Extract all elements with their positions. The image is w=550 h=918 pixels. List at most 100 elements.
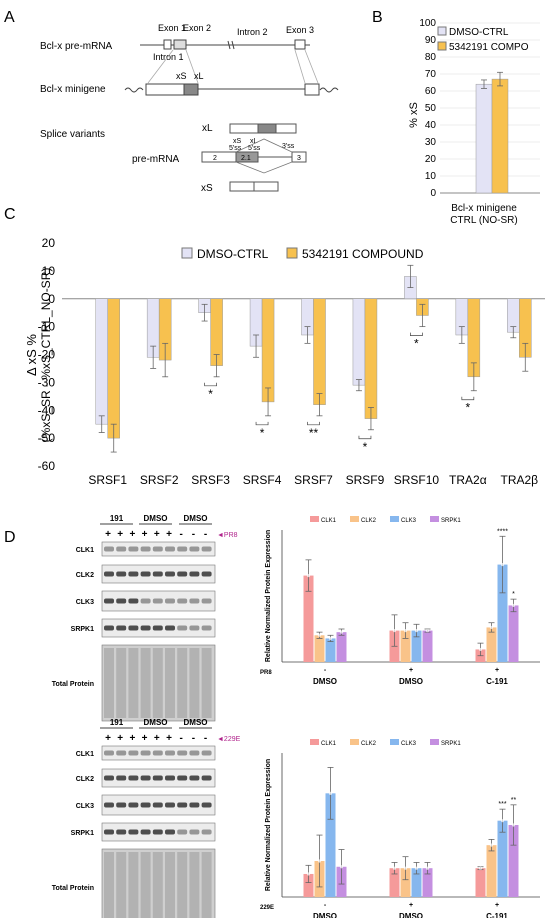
label-exon1: Exon 1 — [158, 23, 186, 33]
bar-clk2 — [400, 630, 411, 662]
legend-swatch-clk3 — [390, 739, 399, 745]
blot-group-label: 191 — [110, 718, 124, 727]
blot-band — [104, 625, 114, 631]
blot-row-label: Total Protein — [52, 681, 94, 688]
bar-clk3 — [497, 820, 508, 897]
blot-sign: - — [204, 529, 207, 540]
virus-sign: - — [324, 902, 327, 909]
blot-band — [165, 598, 175, 604]
tick-label-c: -30 — [38, 375, 56, 389]
panel-d: D 191 DMSO DMSO+ + + + + + - - - ◄PR8CLK1CLK2CLK3SR… — [4, 514, 540, 918]
blot-band — [104, 546, 114, 552]
blot-band — [152, 546, 163, 552]
bar-clk3 — [411, 868, 422, 897]
tick-label-b: 60 — [425, 86, 437, 97]
panel-label-d: D — [4, 529, 16, 546]
virus-sign: + — [495, 667, 499, 674]
label-intron2: Intron 2 — [237, 27, 268, 37]
blot-band — [116, 829, 127, 835]
blot-band — [177, 571, 188, 577]
data-point — [500, 819, 505, 823]
bar-srpk1 — [508, 825, 519, 897]
data-point — [425, 866, 430, 870]
tick-label-b: 40 — [425, 120, 437, 131]
exon1-box — [163, 39, 172, 50]
category-label-d: C-191 — [486, 912, 508, 918]
blot-sign: + — [129, 529, 135, 540]
data-point — [478, 866, 483, 870]
sig-mark-d: *** — [498, 801, 506, 808]
exon2-box — [173, 39, 187, 50]
blot-band — [140, 571, 151, 577]
tick-label-b: 20 — [425, 154, 437, 165]
blot-group-label: DMSO — [144, 718, 168, 727]
blot-lane-total — [104, 852, 114, 918]
legend-clk1: CLK1 — [321, 741, 337, 747]
zoom-line — [185, 49, 199, 84]
data-point — [403, 866, 408, 870]
blot-band — [116, 802, 127, 808]
bar-c-compound — [107, 298, 120, 439]
data-point — [317, 633, 322, 637]
blot-band — [177, 625, 188, 631]
blot-band — [104, 829, 114, 835]
legend-swatch-srpk1 — [430, 516, 439, 522]
blot-sign: - — [204, 733, 207, 744]
premrna-exon21-label: 2.1 — [241, 155, 251, 162]
data-point — [414, 628, 419, 633]
label-premrna-2: pre-mRNA — [132, 154, 180, 165]
zoom-line — [294, 49, 306, 84]
western-blots: 191 DMSO DMSO+ + + + + + - - - ◄PR8CLK1CLK2CLK3SRPK… — [52, 514, 241, 918]
sig-mark-c: * — [363, 440, 368, 454]
blot-band — [165, 546, 175, 552]
legend-clk3: CLK3 — [401, 518, 417, 524]
blot-sign: + — [154, 529, 160, 540]
legend-clk2: CLK2 — [361, 518, 377, 524]
sig-mark-c: * — [260, 426, 265, 440]
bar-clk1 — [475, 868, 486, 897]
chart-d1: CLK1 CLK2 CLK3 SRPK1 Relative Normalized Pro… — [260, 516, 540, 686]
blot-lane-total — [128, 852, 139, 918]
category-label-c: TRA2α — [449, 473, 487, 487]
blot-row-label: CLK1 — [76, 751, 94, 758]
data-point — [392, 628, 397, 633]
blot-band — [128, 571, 139, 577]
blot-band — [128, 598, 139, 604]
sig-bracket-c — [255, 421, 269, 426]
blot-sign: + — [105, 529, 111, 540]
data-point — [489, 843, 494, 847]
axis-ylabel-d: Relative Normalized Protein Expression — [265, 530, 272, 662]
blot-band — [201, 775, 212, 781]
blot-band — [177, 546, 188, 552]
axis-ylabel-b: % xS — [408, 102, 420, 128]
bar-srpk1 — [336, 632, 347, 662]
label-splice-variants: Splice variants — [40, 129, 105, 140]
data-point — [328, 791, 333, 795]
virus-sign: - — [324, 667, 327, 674]
blot-band — [165, 829, 175, 835]
blot-lane-total — [152, 852, 163, 918]
tick-label-b: 90 — [425, 35, 437, 46]
legend-swatch-dmso — [181, 247, 193, 259]
blot-band — [104, 802, 114, 808]
bar-clk1 — [303, 575, 314, 662]
chart-b: 0 10 20 30 40 50 60 70 80 90 100 — [419, 18, 540, 199]
blot-band — [189, 625, 200, 631]
blot-row-label: SRPK1 — [71, 626, 94, 633]
panel-c: C 20 10 0 -10 -20 -30 -40 -50 -60 SRSF1 SRSF2 SRSF3… — [4, 206, 545, 487]
legend-srpk1: SRPK1 — [441, 518, 461, 524]
blot-sign: + — [166, 529, 172, 540]
blot-group-label: DMSO — [184, 718, 208, 727]
panel-label-a: A — [4, 9, 15, 26]
blot-row-label: CLK2 — [76, 572, 94, 579]
blot-lane-total — [189, 648, 200, 718]
legend-swatch-clk2 — [350, 739, 359, 745]
blot-group-label: DMSO — [184, 514, 208, 523]
blot-band — [165, 802, 175, 808]
blot-lane-total — [140, 648, 151, 718]
sig-mark-c: * — [465, 401, 470, 415]
tick-label-b: 100 — [419, 18, 436, 29]
blot-band — [104, 750, 114, 756]
blot-lane-total — [201, 852, 212, 918]
vector-wave-right — [319, 87, 339, 93]
